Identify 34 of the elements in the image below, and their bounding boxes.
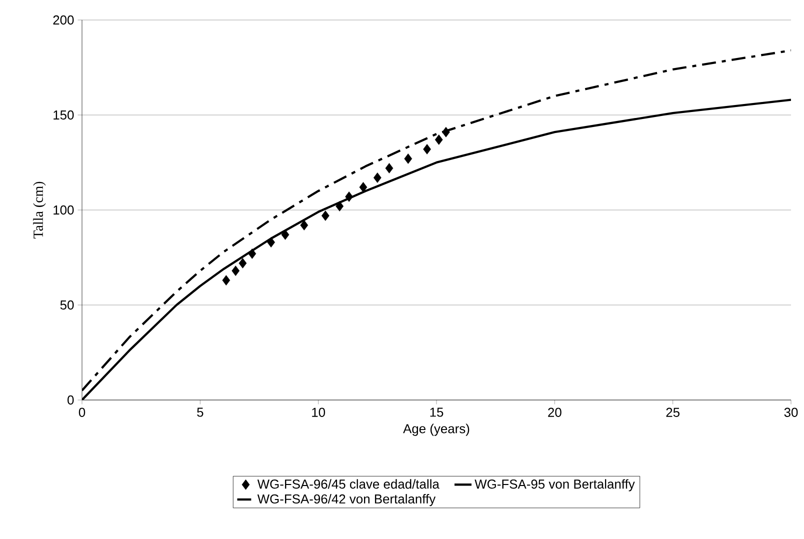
legend-label: WG-FSA-96/42 von Bertalanffy: [257, 494, 436, 506]
x-tick-label: 15: [430, 408, 444, 417]
point: [281, 230, 290, 240]
y-tick-label: 100: [54, 205, 74, 215]
x-tick-label: 10: [312, 408, 326, 417]
point: [404, 154, 412, 164]
y-tick-label: 200: [53, 15, 74, 25]
point: [321, 210, 330, 221]
point: [442, 126, 450, 138]
y-tick-label: 50: [60, 300, 74, 310]
point: [423, 144, 431, 154]
y-axis-title: Talla (cm): [33, 182, 46, 238]
point: [238, 258, 247, 268]
y-tick-label: 0: [68, 395, 74, 405]
x-axis-title: Age (years): [403, 424, 470, 436]
point: [359, 182, 368, 192]
point: [267, 237, 276, 248]
point: [222, 275, 230, 286]
y-tick-label: 150: [54, 110, 74, 120]
legend-label: WG-FSA-96/45 clave edad/talla: [257, 479, 440, 489]
point: [300, 220, 308, 230]
point: [336, 201, 344, 212]
point: [434, 134, 443, 145]
x-tick-label: 0: [78, 408, 86, 417]
x-tick-label: 25: [666, 408, 680, 417]
point: [373, 172, 382, 183]
point: [345, 192, 353, 202]
point: [248, 248, 256, 259]
x-tick-label: 20: [548, 408, 562, 417]
legend-label: WG-FSA-95 von Bertalanffy: [474, 479, 635, 492]
point: [232, 266, 240, 276]
point: [385, 163, 394, 174]
x-tick-label: 30: [784, 408, 798, 417]
x-tick-label: 5: [197, 408, 204, 417]
